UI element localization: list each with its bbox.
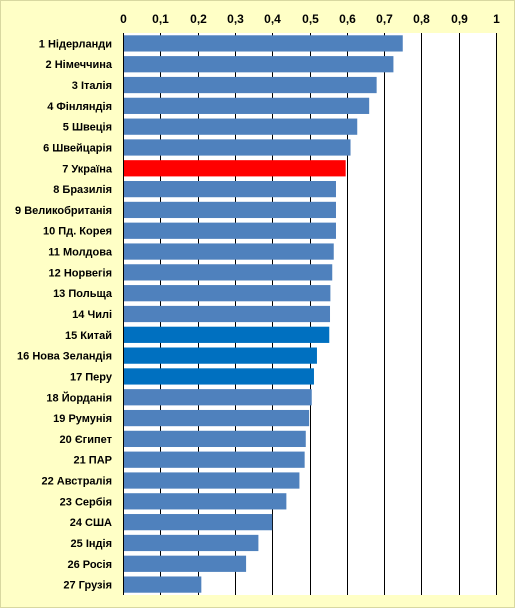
bar <box>124 264 333 281</box>
category-label: 8 Бразилія <box>53 184 112 196</box>
bar <box>124 201 336 219</box>
category-label: 27 Грузія <box>63 580 112 592</box>
x-tick-label: 0,1 <box>152 12 169 26</box>
bar <box>124 180 336 198</box>
bar <box>124 368 314 385</box>
x-tick-label: 0,6 <box>339 12 356 26</box>
category-label: 23 Сербія <box>60 496 112 508</box>
category-label: 13 Польща <box>53 288 113 300</box>
bar <box>124 56 394 73</box>
category-label: 15 Китай <box>65 330 112 342</box>
category-label: 20 Єгипет <box>60 434 113 446</box>
category-label: 14 Чилі <box>72 309 112 321</box>
bar <box>124 409 310 427</box>
x-tick-label: 0,8 <box>413 12 430 26</box>
bar <box>124 139 351 156</box>
x-tick-label: 0,5 <box>302 12 319 26</box>
bar <box>124 160 346 177</box>
x-tick-label: 0,4 <box>264 12 281 26</box>
bar <box>124 243 334 260</box>
bar <box>124 76 377 94</box>
bar <box>124 576 202 593</box>
bar <box>124 389 312 406</box>
x-tick-label: 1 <box>493 12 500 26</box>
x-tick-label: 0 <box>120 12 127 26</box>
bars <box>124 35 403 593</box>
bar <box>124 451 305 468</box>
category-label: 1 Нідерланди <box>39 38 112 50</box>
x-tick-label: 0,3 <box>227 12 244 26</box>
category-label: 3 Італія <box>72 80 112 92</box>
category-label: 7 Україна <box>62 163 113 175</box>
bar <box>124 118 358 135</box>
category-label: 25 Індія <box>71 538 112 550</box>
bar <box>124 493 287 510</box>
category-label: 6 Швейцарія <box>43 142 112 154</box>
bar <box>124 430 306 448</box>
bar <box>124 555 247 572</box>
bar <box>124 472 300 489</box>
category-label: 22 Австралія <box>41 476 112 488</box>
category-label: 5 Швеція <box>63 122 112 134</box>
category-label: 17 Перу <box>70 371 113 383</box>
bar <box>124 347 317 364</box>
bar <box>124 326 330 343</box>
category-label: 9 Великобританія <box>15 205 112 217</box>
bar <box>124 534 259 552</box>
x-tick-label: 0,9 <box>451 12 468 26</box>
bar <box>124 35 403 52</box>
bar <box>124 97 370 114</box>
category-labels: 1 Нідерланди 2 Німеччина 3 Італія 4 Фінлянд… <box>15 38 113 591</box>
category-label: 2 Німеччина <box>46 59 113 71</box>
category-label: 16 Нова Зеландія <box>17 351 112 363</box>
x-tick-label: 0,2 <box>190 12 207 26</box>
category-label: 4 Фінляндія <box>47 101 112 113</box>
category-label: 24 США <box>70 517 112 529</box>
x-tick-label: 0,7 <box>376 12 393 26</box>
bar <box>124 305 331 323</box>
category-label: 10 Пд. Корея <box>43 226 112 238</box>
bar <box>124 285 331 302</box>
x-axis-ticks: 0 0,1 0,2 0,3 0,4 0,5 0,6 0,7 0,8 0,9 1 <box>120 12 500 26</box>
category-label: 19 Румунія <box>53 413 112 425</box>
bar <box>124 514 273 531</box>
category-label: 21 ПАР <box>74 455 112 467</box>
category-label: 11 Молдова <box>48 247 113 259</box>
category-label: 12 Норвегія <box>49 267 112 279</box>
bar <box>124 222 336 239</box>
category-label: 18 Йорданія <box>46 391 112 404</box>
category-label: 26 Росія <box>67 559 112 571</box>
